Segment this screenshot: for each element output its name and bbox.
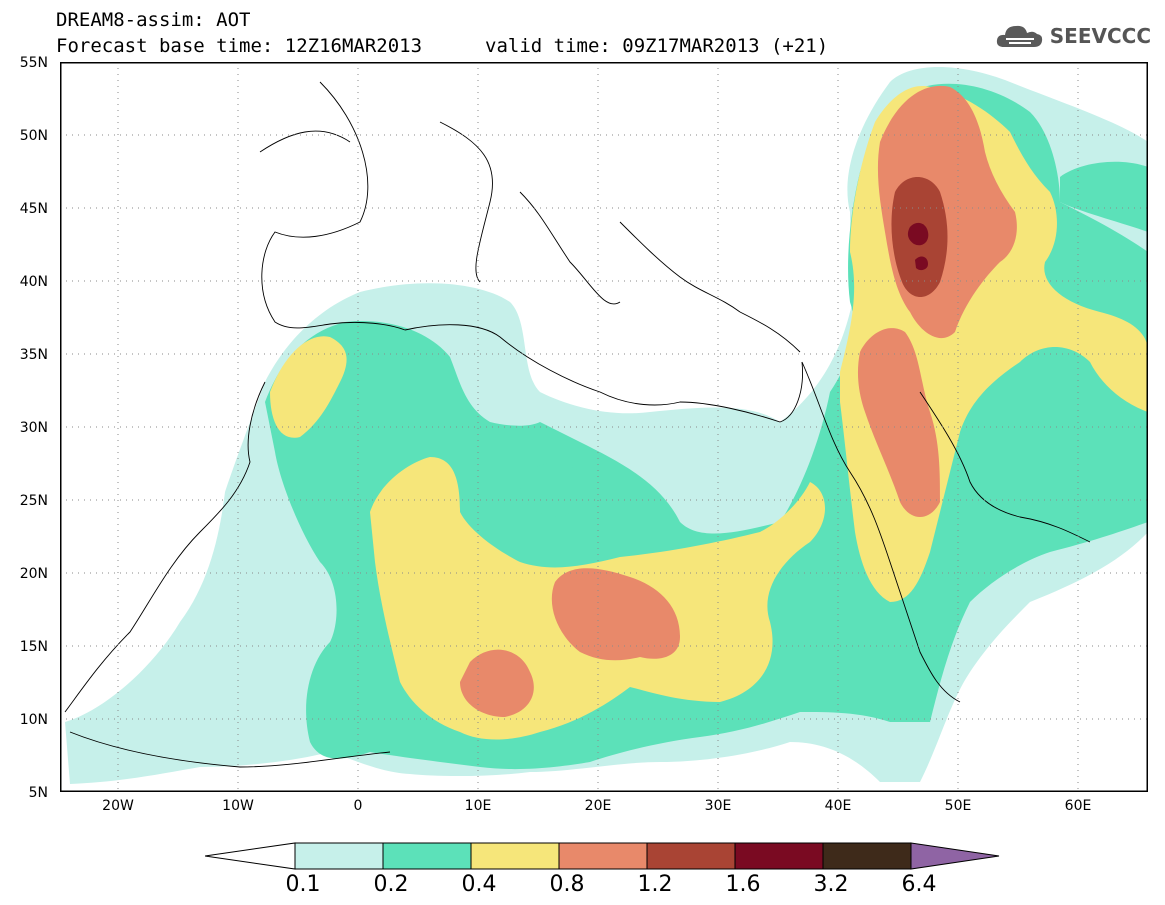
colorbar-segment-4 [558,842,648,870]
lon-label-30e: 30E [704,798,732,814]
lat-label-15n: 15N [19,639,48,655]
lon-label-20w: 20W [102,798,134,814]
map-panel [60,62,1148,792]
lon-label-0: 0 [353,798,363,814]
lat-label-35n: 35N [19,347,48,363]
product-title: DREAM8-assim: AOT [56,9,251,31]
colorbar-segments [205,842,1000,870]
colorbar-label-6.4: 6.4 [901,872,937,897]
colorbar-segment-5 [646,842,736,870]
lat-label-45n: 45N [19,201,48,217]
lat-label-10n: 10N [19,712,48,728]
lon-label-40e: 40E [824,798,852,814]
seevccc-logo: SEEVCCC [994,22,1151,50]
colorbar-label-0.8: 0.8 [549,872,585,897]
dotted-grid [60,62,1148,792]
lat-label-30n: 30N [19,420,48,436]
lon-label-10w: 10W [222,798,254,814]
coastlines [64,81,1091,768]
lon-label-60e: 60E [1064,798,1092,814]
cloud-icon [996,25,1042,47]
colorbar-segment-7 [822,842,912,870]
colorbar-label-0.2: 0.2 [373,872,409,897]
colorbar-segment-3 [470,842,560,870]
colorbar-segment-1 [294,842,384,870]
lat-label-50n: 50N [19,128,48,144]
lon-label-50e: 50E [944,798,972,814]
colorbar-label-1.6: 1.6 [725,872,761,897]
lat-label-55n: 55N [19,55,48,71]
lat-label-40n: 40N [19,274,48,290]
colorbar-above-range [910,842,1000,870]
logo-text: SEEVCCC [1049,24,1151,48]
lon-label-10e: 10E [464,798,492,814]
colorbar [205,842,1000,870]
colorbar-segment-2 [382,842,472,870]
lat-label-20n: 20N [19,566,48,582]
lat-label-5n: 5N [28,785,48,801]
aot-map [60,62,1148,792]
colorbar-label-1.2: 1.2 [637,872,673,897]
colorbar-label-0.4: 0.4 [461,872,497,897]
lat-label-25n: 25N [19,493,48,509]
aot-band-1.6-3.2 [907,222,929,271]
forecast-base-time: Forecast base time: 12Z16MAR2013 [56,35,423,57]
valid-time: valid time: 09Z17MAR2013 (+21) [485,35,829,57]
colorbar-label-0.1: 0.1 [285,872,321,897]
lon-label-20e: 20E [584,798,612,814]
colorbar-segment-6 [734,842,824,870]
colorbar-below-range [205,842,296,870]
colorbar-label-3.2: 3.2 [813,872,849,897]
